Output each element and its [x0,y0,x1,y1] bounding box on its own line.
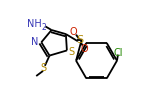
Text: S: S [41,63,47,73]
Text: O: O [81,44,89,54]
Text: S: S [68,47,74,57]
Text: NH: NH [27,19,41,29]
Text: 2: 2 [42,23,47,32]
Text: N: N [31,37,38,47]
Text: Cl: Cl [114,47,123,58]
Text: S: S [76,35,83,45]
Text: O: O [70,27,77,37]
